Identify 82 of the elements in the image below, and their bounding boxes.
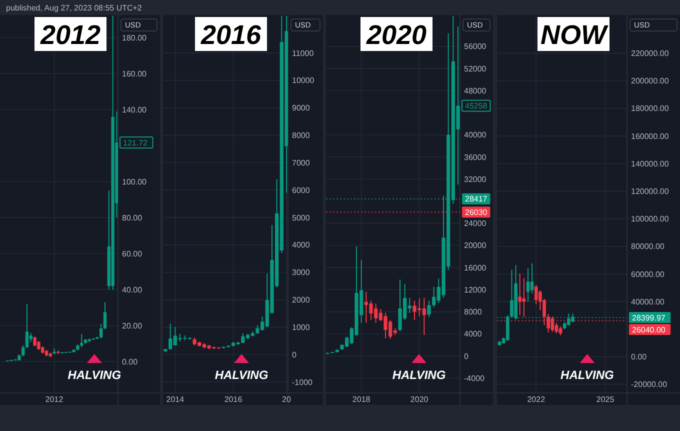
candlestick	[518, 272, 522, 316]
y-tick-label: 40000	[464, 130, 487, 140]
y-tick-label: 24000	[464, 219, 487, 228]
y-tick-label: 40000.00	[631, 297, 665, 306]
y-tick-label: 32000	[464, 174, 487, 184]
y-tick-label: 0	[292, 350, 297, 360]
x-tick-label: 2014	[166, 394, 185, 404]
annotation: HALVING	[392, 368, 446, 382]
candlestick	[22, 344, 25, 357]
y-tick-label: 220000.00	[631, 49, 670, 58]
ref-line-label: 28399.97	[632, 313, 666, 322]
x-tick-label: 20	[282, 394, 292, 404]
y-tick-label: 8000	[292, 131, 310, 140]
y-tick-label: 3000	[292, 268, 310, 278]
y-tick-label: 180000.00	[631, 104, 670, 114]
y-tick-label: -4000	[464, 374, 486, 383]
y-tick-label: 48000	[464, 86, 487, 96]
y-tick-label: 0	[464, 352, 469, 361]
ref-line-label: 28417	[465, 194, 488, 204]
y-tick-label: 16000	[464, 263, 487, 272]
ref-line-label: 26040.00	[632, 325, 666, 334]
candlestick	[427, 300, 431, 318]
y-tick-label: 5000	[292, 213, 310, 222]
y-tick-label: 52000	[464, 64, 487, 74]
chart-title: 2016	[200, 20, 262, 50]
annotation: HALVING	[68, 368, 122, 382]
y-tick-label: 40.00	[122, 285, 143, 294]
candlestick	[80, 333, 84, 348]
chart-title: 2020	[365, 20, 427, 50]
x-tick-label: 2022	[527, 394, 546, 404]
y-tick-label: 4000	[292, 240, 310, 250]
candlestick	[25, 304, 29, 349]
y-tick-label: 60000.00	[631, 270, 665, 279]
y-tick-label: 7000	[292, 158, 310, 168]
annotation: HALVING	[214, 368, 268, 382]
y-tick-label: 4000	[464, 330, 482, 339]
candlestick	[526, 268, 530, 302]
candlestick	[37, 340, 40, 350]
y-tick-label: 80.00	[122, 213, 143, 222]
y-tick-label: 80000.00	[631, 242, 665, 252]
y-tick-label: 0.00	[122, 357, 138, 366]
x-tick-label: 2016	[224, 394, 243, 404]
y-tick-label: -1000	[292, 378, 314, 387]
y-tick-label: 160000.00	[631, 132, 670, 141]
y-tick-label: 20000	[464, 241, 487, 250]
y-tick-label: 20.00	[122, 321, 143, 330]
candlestick	[33, 336, 36, 347]
chart-title: NOW	[540, 20, 610, 50]
y-tick-label: 2000	[292, 296, 310, 305]
y-tick-label: 6000	[292, 186, 310, 195]
y-tick-label: -20000.00	[631, 380, 668, 390]
y-tick-label: 160.00	[122, 69, 148, 78]
chart-title: 2012	[39, 20, 101, 50]
y-tick-label: 200000.00	[631, 76, 670, 86]
y-tick-label: 11000	[292, 48, 314, 58]
y-tick-label: 180.00	[122, 33, 148, 42]
x-tick-label: 2025	[596, 394, 615, 404]
y-tick-label: 100.00	[122, 177, 148, 186]
y-tick-label: 140.00	[122, 105, 148, 114]
y-tick-label: 12000	[464, 285, 487, 294]
candlestick	[530, 262, 534, 294]
candlestick	[100, 323, 103, 339]
y-tick-label: 140000.00	[631, 159, 670, 168]
text: 121.72	[123, 138, 148, 148]
y-tick-label: 9000	[292, 104, 310, 113]
y-tick-label: 10000	[292, 76, 315, 86]
candlestick	[103, 302, 107, 330]
y-tick-label: 120000.00	[631, 186, 670, 196]
ref-line-label: 26030	[465, 208, 488, 217]
y-tick-label: 1000	[292, 322, 310, 332]
x-tick-label: 2020	[410, 394, 429, 404]
text: 45258	[465, 102, 488, 111]
x-tick-label: 2012	[45, 394, 64, 404]
y-tick-label: 36000	[464, 152, 487, 162]
y-tick-label: 0.00	[631, 352, 648, 362]
y-tick-label: 56000	[464, 42, 487, 52]
text: published, Aug 27, 2023 08:55 UTC+2	[6, 4, 142, 12]
x-tick-label: 2018	[352, 394, 371, 404]
annotation: HALVING	[560, 368, 614, 382]
y-tick-label: 60.00	[122, 249, 143, 258]
y-tick-label: 100000.00	[631, 214, 670, 224]
y-tick-label: 8000	[464, 308, 482, 317]
